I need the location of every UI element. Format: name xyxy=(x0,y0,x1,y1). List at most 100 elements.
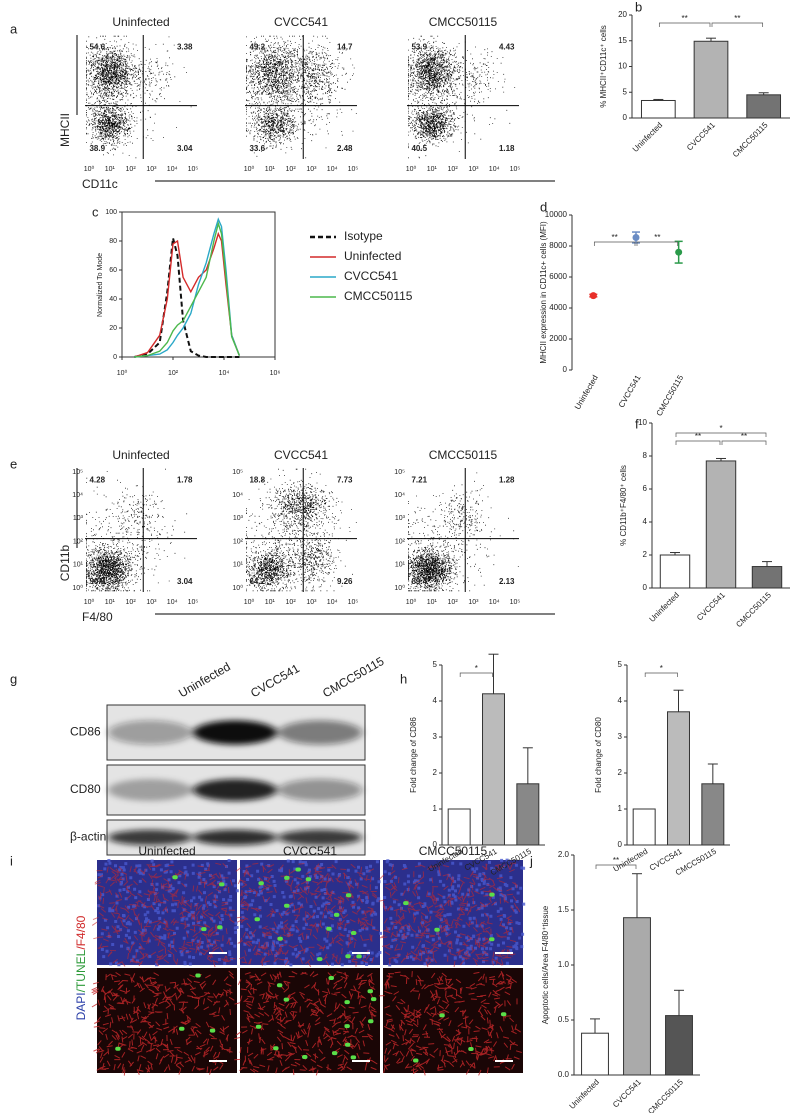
bar xyxy=(632,808,656,846)
flow-x-tick: 10⁰ xyxy=(84,165,95,173)
panel-letter: f xyxy=(635,416,639,431)
x-tick-label: 10⁶ xyxy=(270,370,281,377)
y-axis-label: Normalized To Mode xyxy=(97,253,104,317)
flow-x-tick: 10¹ xyxy=(265,599,276,606)
blot-column-label: CVCC541 xyxy=(248,661,302,700)
significance-bracket xyxy=(644,672,678,677)
y-axis-label: % CD11b⁺F4/80⁺ cells xyxy=(619,465,628,546)
y-tick-label: 3 xyxy=(618,732,623,741)
membrane xyxy=(91,970,235,1076)
significance-bracket xyxy=(658,22,711,27)
panel-letter: c xyxy=(92,204,99,219)
panel-letter: d xyxy=(540,199,547,214)
y-tick-label: 4 xyxy=(433,696,438,705)
tunel xyxy=(172,875,225,932)
tunel xyxy=(255,976,377,1060)
y-tick-label: 5 xyxy=(618,660,623,669)
flow-x-tick: 10² xyxy=(126,599,137,606)
flow-x-tick: 10³ xyxy=(146,166,157,173)
y-tick-label: 6 xyxy=(643,484,648,493)
panel-letter: a xyxy=(10,21,18,36)
quadrant-value: 33.6 xyxy=(249,144,265,153)
quadrant-value: 7.73 xyxy=(337,476,353,485)
significance-bracket xyxy=(711,22,764,27)
flow-x-tick: 10⁵ xyxy=(188,166,199,173)
y-tick-label: 80 xyxy=(109,238,117,245)
membrane xyxy=(91,862,236,968)
quadrant-value: 89.4 xyxy=(411,577,427,586)
quadrant-value: 4.43 xyxy=(499,43,515,52)
micro-title: Uninfected xyxy=(138,844,195,858)
x-tick-label: CMCC50115 xyxy=(734,590,773,629)
bar xyxy=(665,1015,693,1076)
flow-y-tick: 10³ xyxy=(73,515,84,522)
membrane xyxy=(235,862,379,968)
x-tick-label: CMCC50115 xyxy=(731,120,770,159)
point xyxy=(632,233,640,241)
y-tick-label: 0 xyxy=(618,840,623,849)
point xyxy=(589,292,597,300)
bar xyxy=(581,1032,609,1076)
flow-x-tick: 10⁵ xyxy=(348,166,359,173)
flow-y-tick: 10² xyxy=(73,538,84,545)
tunel xyxy=(403,892,495,942)
blot-band xyxy=(278,779,362,801)
panel-letter: i xyxy=(10,853,13,868)
flow-frame xyxy=(407,35,519,159)
quadrant-value: 53.9 xyxy=(411,43,427,52)
y-tick-label: 4 xyxy=(643,517,648,526)
quadrant-value: 4.28 xyxy=(89,476,105,485)
flow-x-tick: 10³ xyxy=(306,166,317,173)
y-tick-label: 10 xyxy=(638,418,647,427)
flow-y-label: CD11b xyxy=(58,544,72,581)
blot-band xyxy=(108,720,192,745)
flow-x-tick: 10⁵ xyxy=(510,166,521,173)
flow-x-tick: 10⁵ xyxy=(188,599,199,606)
bar xyxy=(623,917,651,1076)
significance-bracket xyxy=(636,241,679,246)
flow-y-tick: 10⁴ xyxy=(232,492,243,499)
y-axis-label: Fold change of CD80 xyxy=(594,717,603,793)
significance-label: ** xyxy=(612,233,618,242)
y-tick-label: 3 xyxy=(433,732,438,741)
x-tick-label: CVCC541 xyxy=(611,1077,643,1109)
x-tick-label: CMCC50115 xyxy=(646,1077,685,1113)
blot-band xyxy=(278,829,362,846)
quadrant-value: 9.26 xyxy=(337,577,353,586)
membrane xyxy=(378,970,522,1076)
y-tick-label: 1 xyxy=(618,804,623,813)
flow-x-tick: 10² xyxy=(126,166,137,173)
panel-letter: h xyxy=(400,671,407,686)
flow-x-tick: 10³ xyxy=(468,166,479,173)
flow-x-tick: 10⁰ xyxy=(406,165,417,173)
micro-title: CVCC541 xyxy=(283,844,337,858)
blot-row-label: CD80 xyxy=(70,782,101,796)
significance-bracket xyxy=(593,241,636,246)
flow-y-tick: 10² xyxy=(395,538,406,545)
flow-x-tick: 10⁵ xyxy=(348,599,359,606)
flow-dots xyxy=(86,35,192,159)
flow-x-tick: 10² xyxy=(448,599,459,606)
legend-label: CMCC50115 xyxy=(344,289,413,303)
flow-x-tick: 10³ xyxy=(306,599,317,606)
y-axis-label: Fold change of CD86 xyxy=(409,717,418,793)
flow-y-tick: 10¹ xyxy=(73,562,84,569)
x-tick-label: CVCC541 xyxy=(617,373,643,409)
bar xyxy=(640,99,676,119)
flow-y-tick: 10³ xyxy=(233,515,244,522)
quadrant-value: 90.9 xyxy=(89,577,105,586)
flow-title: CMCC50115 xyxy=(429,448,498,462)
x-tick-label: CMCC50115 xyxy=(655,373,686,418)
bar xyxy=(693,40,729,119)
quadrant-value: 1.28 xyxy=(499,476,515,485)
y-axis-label: % MHCII⁺CD11c⁺ cells xyxy=(599,25,608,108)
y-tick-label: 10000 xyxy=(545,210,568,219)
quadrant-value: 7.21 xyxy=(411,476,427,485)
y-tick-label: 2000 xyxy=(549,334,567,343)
y-tick-label: 4000 xyxy=(549,303,567,312)
bar xyxy=(751,566,783,589)
y-tick-label: 2.0 xyxy=(558,850,570,859)
series-line xyxy=(134,221,241,358)
significance-label: ** xyxy=(741,432,747,441)
bar xyxy=(516,783,540,846)
